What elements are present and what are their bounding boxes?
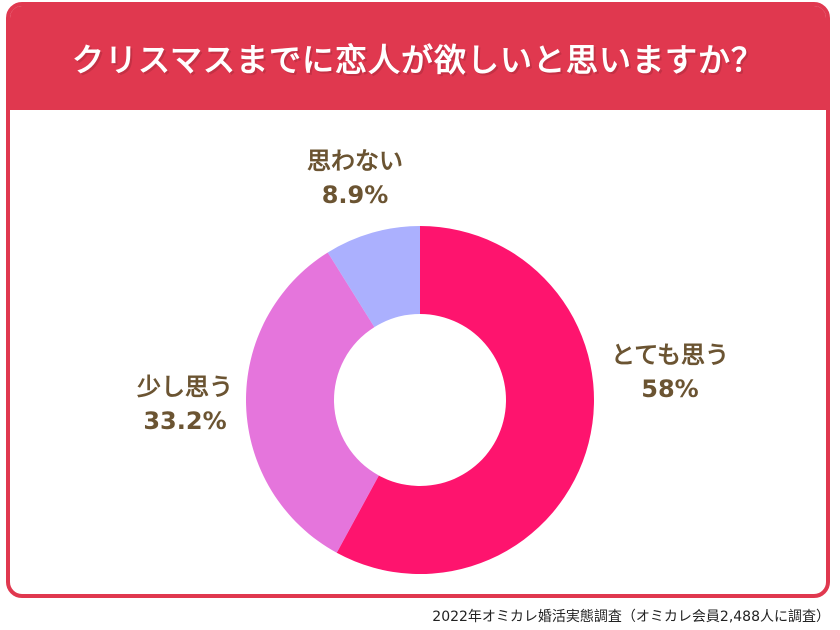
slice-label-totemo-value: 58% (641, 375, 699, 403)
slice-label-omowanai: 思わない 8.9% (265, 144, 445, 212)
slice-label-totemo-name: とても思う (610, 341, 730, 369)
donut-slice-sukoshi (245, 252, 379, 553)
slice-label-totemo: とても思う 58% (580, 338, 760, 406)
slice-label-omowanai-name: 思わない (307, 147, 403, 175)
header-banner: クリスマスまでに恋人が欲しいと思いますか？ (10, 6, 826, 110)
donut-slice-totemo (336, 226, 594, 574)
slice-label-sukoshi-name: 少し思う (137, 373, 233, 401)
slice-label-sukoshi-value: 33.2% (143, 407, 227, 435)
slice-label-omowanai-value: 8.9% (321, 181, 389, 209)
source-note: 2022年オミカレ婚活実態調査（オミカレ会員2,488人に調査） (432, 609, 830, 625)
chart-title: クリスマスまでに恋人が欲しいと思いますか？ (71, 41, 765, 79)
slice-label-sukoshi: 少し思う 33.2% (95, 370, 275, 438)
donut-slice-omowanai (327, 226, 420, 328)
